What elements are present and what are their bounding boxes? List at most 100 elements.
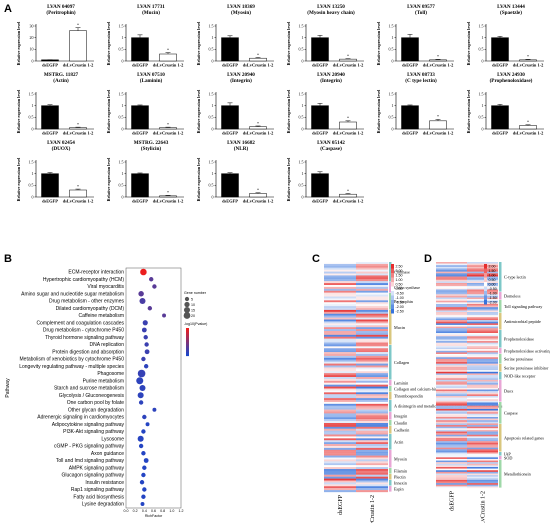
pathway-label: Insulin resistance [85,480,124,486]
y-tick-label: 0.5 [299,183,304,188]
significance-star: * [77,23,79,28]
pathway-label: ECM-receptor interaction [68,270,124,276]
bar-dslvcrustin [69,127,87,130]
heatmap-cell [436,425,467,427]
heatmap-cell [467,263,498,266]
heatmap-cell [356,455,388,458]
heatmap-cell [436,347,467,350]
heatmap-cell [467,446,498,448]
heatmap-cell [356,405,388,408]
color-legend-label: 2.00 [489,265,496,269]
heatmap-cell [436,266,467,269]
group-label: IAP [504,451,511,456]
heatmap-cell [324,281,356,284]
group-annotation-bar [499,372,502,380]
heatmap-cell [467,416,498,419]
heatmap-cell [467,434,498,437]
heatmap-cell [467,476,498,479]
heatmap-cell [356,461,388,464]
pathway-label: Complement and coagulation cascades [36,320,124,326]
pathway-label: Lysosome [101,436,124,442]
group-annotation-bar [389,426,392,434]
color-legend-swatch [391,304,394,309]
color-legend-swatch [391,282,394,287]
color-legend-swatch [391,277,394,282]
chart-subtitle: (Actin) [53,77,69,84]
heatmap-cell [436,434,467,437]
pathway-dot [139,480,145,485]
heatmap-cell [467,282,498,285]
y-tick-label: 0.5 [209,115,214,120]
heatmap-cell [324,375,356,378]
heatmap-cell [356,352,388,355]
bar-chart: LVAN 20940(Integrin) Relative expression … [196,72,274,136]
heatmap-cell [324,398,356,401]
heatmap-cell [436,341,467,343]
heatmap-cell [324,478,356,481]
y-tick-label: 0 [302,194,304,199]
color-legend-label: -1.50 [396,301,404,305]
heatmap-cell [436,284,467,287]
heatmap-cell [356,323,388,326]
size-legend-title: Gene number [184,291,207,295]
heatmap-cell [467,357,498,360]
chart-title: LVAN 24930 [497,72,525,78]
group-label: Cadherin [394,427,410,432]
x-tick-label: dsLvCrustin 1-2 [423,131,454,136]
chart-subtitle: (Integrin) [230,77,252,84]
heatmap-cell [324,275,356,278]
heatmap-cell [356,344,388,347]
pathway-label: Rap1 signaling pathway [71,487,125,493]
heatmap-cell [356,421,388,424]
y-axis-label: Relative expression level [376,89,381,133]
heatmap-cell [467,473,498,476]
heatmap-cell [356,465,388,468]
y-tick-label: 0.5 [119,115,124,120]
heatmap-cell [467,402,498,405]
heatmap-cell [324,405,356,408]
y-tick-label: 1 [392,103,394,108]
heatmap-cell [436,324,467,327]
heatmap-cell [467,420,498,422]
heatmap-cell [356,269,388,272]
heatmap-cell [436,262,467,264]
x-tick-label: dsEGFP [492,131,508,136]
heatmap-cell [356,474,388,477]
heatmap-cell [436,481,467,484]
size-legend-label: 15 [191,308,195,312]
group-label: Peritrophin [394,299,414,304]
heatmap-cell [356,334,388,337]
bar-dslvcrustin [159,53,177,62]
heatmap-cell [356,382,388,385]
heatmap-cell [467,278,498,280]
heatmap-cell [467,294,498,297]
group-annotation-bar [499,424,502,452]
panel-letter-d: D [424,253,432,265]
x-tick-label: dsLvCrustin 1-2 [333,131,364,136]
y-tick-label: 0.5 [29,115,34,120]
heatmap-cell [436,397,467,400]
heatmap-cell [436,433,467,435]
x-tick-label: dsEGFP [132,131,148,136]
heatmap-cell [356,490,388,493]
heatmap-cell [324,396,356,399]
heatmap-cell [324,401,356,404]
y-axis-label: Relative expression level [286,89,291,133]
heatmap-cell [324,311,356,314]
bar-dsegfp [401,105,419,130]
heatmap-cell [324,476,356,479]
color-legend-label: 0.50 [489,278,496,282]
color-legend-title: -log10(Pvalue) [184,322,207,326]
size-legend-label: 5 [191,297,193,301]
heatmap-cell [436,465,467,468]
heatmap-cell [356,476,388,479]
heatmap-cell [356,419,388,422]
heatmap-cell [356,273,388,276]
bar-dsegfp [131,173,149,198]
heatmap-cell [356,336,388,339]
color-legend-swatch [186,340,189,343]
heatmap-x-label: dsEGFP [450,490,456,511]
color-legend-swatch [186,342,189,345]
heatmap-cell [324,317,356,320]
heatmap-cell [467,344,498,347]
